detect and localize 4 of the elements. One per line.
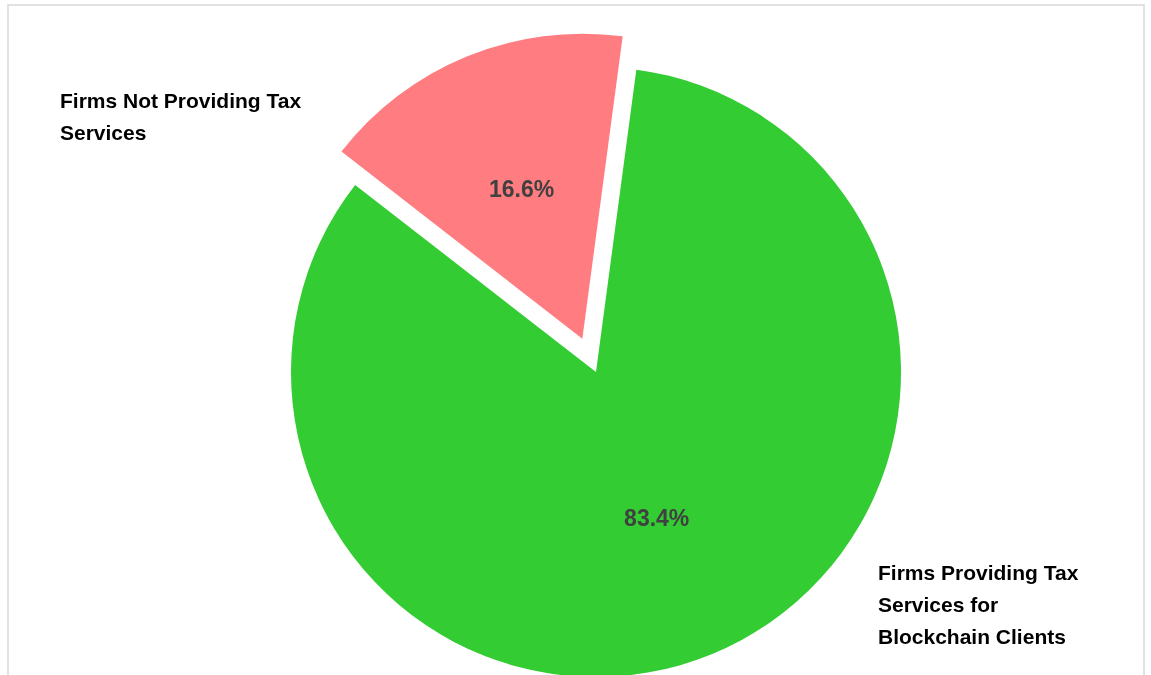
slice-label: Firms Not Providing Tax Services (60, 89, 302, 144)
slice-label: Firms Providing Tax Services for Blockchain Clients (878, 561, 1079, 648)
data-label: 83.4% (624, 505, 690, 532)
data-label: 16.6% (489, 175, 555, 202)
